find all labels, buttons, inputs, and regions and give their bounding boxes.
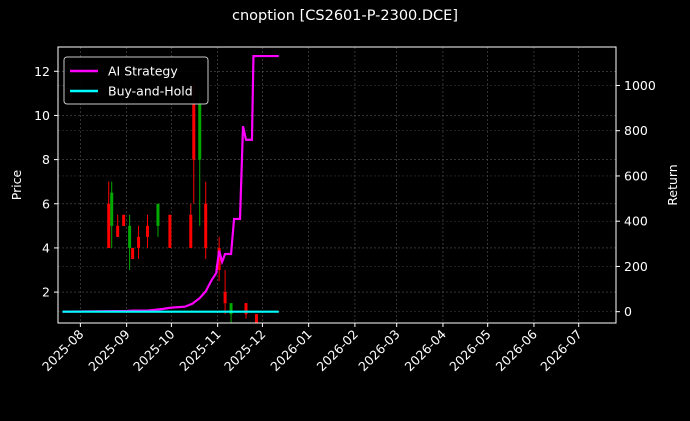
y-left-tick-label: 2 [42, 285, 50, 300]
candle-body [204, 203, 208, 248]
x-tick-label: 2026-05 [446, 327, 494, 375]
x-tick-label: 2026-07 [537, 327, 585, 375]
y-axis-label-price: Price [9, 169, 24, 200]
ai-strategy-line [62, 54, 279, 313]
x-tick-label: 2025-12 [221, 327, 269, 375]
x-tick-label: 2026-02 [313, 327, 361, 375]
legend-box [63, 56, 209, 105]
x-tick-label: 2025-11 [176, 327, 224, 375]
chart-title: cnoption [CS2601-P-2300.DCE] [231, 8, 459, 24]
candle-body [137, 236, 141, 248]
x-tick-label: 2026-01 [267, 327, 315, 375]
x-tick-label: 2025-10 [130, 326, 178, 374]
legend: AI Strategy Buy-and-Hold [63, 56, 209, 105]
y-left-tick-label: 12 [34, 64, 50, 79]
candle-body [116, 225, 120, 237]
candle-body [244, 303, 248, 315]
y-right-tick-label: 800 [624, 123, 648, 138]
y-left-tick-label: 8 [42, 152, 50, 167]
candle-body [229, 303, 233, 315]
x-tick-label: 2026-04 [402, 326, 450, 374]
y-right-tick-label: 600 [624, 168, 648, 183]
candle-body [122, 214, 126, 226]
y-right-tick-label: 200 [624, 259, 648, 274]
legend-label: AI Strategy [108, 64, 178, 79]
candle-body [131, 247, 135, 259]
y-axis-label-return: Return [665, 164, 680, 205]
legend-label: Buy-and-Hold [108, 84, 193, 99]
x-tick-label: 2025-09 [85, 326, 133, 374]
y-left-tick-label: 6 [42, 196, 50, 211]
candle-body [156, 203, 160, 226]
y-right-tick-label: 400 [624, 214, 648, 229]
candle-body [254, 314, 258, 323]
y-left-tick-label: 4 [42, 240, 50, 255]
candle-body [189, 214, 193, 248]
candle-body [168, 214, 172, 248]
candle-body [107, 203, 111, 248]
plot-frame [57, 46, 617, 324]
candle-body [198, 104, 202, 160]
candle-body [223, 292, 227, 304]
y-right-tick-label: 1000 [624, 78, 656, 93]
candle-body [128, 225, 132, 248]
y-left-tick-label: 10 [34, 108, 50, 123]
x-tick-label: 2026-03 [355, 327, 403, 375]
x-tick-label: 2026-06 [493, 326, 541, 374]
y-right-tick-label: 0 [624, 304, 632, 319]
candle-body [146, 225, 150, 237]
candle-body [192, 104, 196, 160]
x-tick-label: 2025-08 [39, 326, 87, 374]
candle-body [110, 192, 114, 226]
